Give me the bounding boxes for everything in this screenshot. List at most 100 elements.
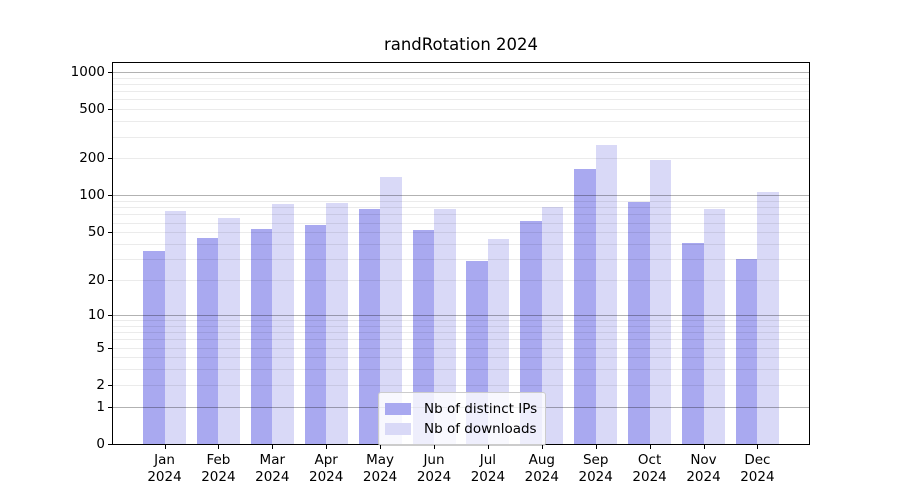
bar-downloads-jun (434, 209, 456, 444)
x-tick-label-month: Apr (314, 452, 338, 468)
x-tick-label-year: 2024 (147, 468, 182, 485)
x-tick-label-aug: Aug 2024 (507, 452, 577, 485)
y-tick-label-1000: 1000 (70, 63, 105, 80)
y-tick-100 (108, 195, 112, 197)
x-tick-label-month: Feb (206, 452, 231, 468)
x-tick-label-year: 2024 (578, 468, 613, 485)
y-tick-label-1: 1 (96, 398, 105, 415)
x-tick-label-may: May 2024 (345, 452, 415, 485)
y-tick-2 (108, 384, 112, 386)
bar-downloads-may (380, 176, 402, 444)
gridline-minor-300 (113, 136, 809, 138)
gridline-minor-30 (113, 259, 809, 261)
x-tick-label-jun: Jun 2024 (399, 452, 469, 485)
gridline-minor-5 (113, 347, 809, 349)
gridline-minor-8 (113, 325, 809, 327)
gridline-minor-80 (113, 207, 809, 209)
bar-downloads-dec (757, 192, 779, 444)
x-tick-label-jan: Jan 2024 (130, 452, 200, 485)
x-tick-label-year: 2024 (201, 468, 236, 485)
x-tick-label-month: Jul (479, 452, 497, 468)
chart-title: randRotation 2024 (383, 35, 539, 54)
bar-distinct-ips-jan (143, 250, 165, 444)
y-tick-label-500: 500 (79, 101, 105, 118)
gridline-minor-40 (113, 244, 809, 245)
legend-item-distinct-ips: Nb of distinct IPs (385, 399, 537, 419)
bar-downloads-jan (164, 211, 186, 444)
x-tick-mar (272, 445, 274, 449)
bar-distinct-ips-sep (574, 168, 596, 444)
bar-distinct-ips-oct (628, 201, 650, 444)
gridline-major-1000 (113, 71, 809, 73)
bar-distinct-ips-nov (682, 242, 704, 444)
x-tick-label-year: 2024 (255, 468, 290, 485)
bar-distinct-ips-feb (196, 237, 219, 444)
x-tick-label-year: 2024 (740, 468, 775, 485)
gridline-minor-60 (113, 222, 809, 224)
x-tick-jun (434, 445, 435, 449)
legend-label-downloads: Nb of downloads (424, 420, 537, 437)
bar-distinct-ips-may (358, 208, 381, 444)
bar-distinct-ips-jun (412, 230, 434, 444)
y-tick-50 (108, 232, 112, 234)
gridline-minor-600 (113, 99, 809, 101)
gridline-minor-3 (113, 369, 809, 371)
y-tick-label-200: 200 (79, 150, 105, 167)
x-tick-jan (164, 445, 166, 449)
y-tick-1 (108, 406, 112, 408)
gridline-minor-7 (113, 332, 809, 333)
x-tick-label-year: 2024 (416, 468, 452, 485)
gridline-major-100 (113, 195, 809, 197)
gridline-minor-70 (113, 214, 809, 216)
x-tick-label-feb: Feb 2024 (183, 452, 253, 485)
y-tick-label-2: 2 (96, 376, 105, 393)
x-tick-feb (218, 445, 220, 449)
x-tick-label-month: Mar (259, 452, 286, 468)
bar-downloads-aug (541, 207, 564, 444)
bar-downloads-sep (595, 145, 618, 444)
y-tick-10 (108, 314, 112, 316)
gridline-minor-400 (113, 121, 809, 123)
gridline-minor-900 (113, 77, 809, 79)
x-tick-label-month: Jan (154, 452, 175, 468)
legend-item-downloads: Nb of downloads (385, 419, 537, 439)
gridline-minor-700 (113, 91, 809, 93)
legend-swatch-downloads (385, 423, 411, 435)
x-tick-label-year: 2024 (632, 468, 667, 485)
x-tick-aug (541, 445, 543, 449)
y-tick-label-20: 20 (87, 272, 105, 288)
gridline-major-10 (113, 314, 809, 316)
x-tick-label-year: 2024 (524, 468, 559, 485)
gridline-minor-800 (113, 83, 809, 85)
bar-distinct-ips-dec (735, 259, 758, 444)
bar-downloads-oct (649, 159, 672, 444)
y-tick-label-10: 10 (87, 306, 105, 323)
x-tick-apr (326, 445, 328, 449)
bar-downloads-mar (272, 204, 294, 444)
x-tick-label-oct: Oct 2024 (615, 452, 685, 485)
bar-distinct-ips-mar (250, 229, 273, 444)
y-tick-1000 (108, 71, 112, 73)
gridline-minor-500 (113, 109, 809, 111)
plot-area: Nb of distinct IPs Nb of downloads (112, 62, 810, 446)
x-tick-label-month: Sep (582, 452, 609, 468)
x-tick-label-year: 2024 (470, 468, 506, 485)
bar-downloads-apr (326, 202, 348, 444)
gridline-minor-200 (113, 158, 809, 160)
x-tick-label-year: 2024 (362, 468, 398, 485)
legend-label-distinct-ips: Nb of distinct IPs (424, 400, 538, 417)
x-tick-label-month: Oct (637, 452, 662, 468)
x-tick-label-apr: Apr 2024 (291, 452, 361, 485)
y-tick-500 (108, 109, 112, 111)
x-tick-nov (703, 445, 705, 449)
x-tick-jul (487, 445, 489, 449)
x-tick-label-dec: Dec 2024 (722, 452, 792, 485)
gridline-minor-20 (113, 280, 809, 281)
gridline-minor-4 (113, 357, 809, 359)
y-tick-label-100: 100 (79, 187, 105, 204)
x-tick-oct (649, 445, 651, 449)
x-tick-dec (757, 445, 759, 449)
legend-swatch-distinct-ips (385, 403, 411, 415)
x-tick-may (380, 445, 382, 449)
y-tick-label-0: 0 (96, 436, 105, 452)
